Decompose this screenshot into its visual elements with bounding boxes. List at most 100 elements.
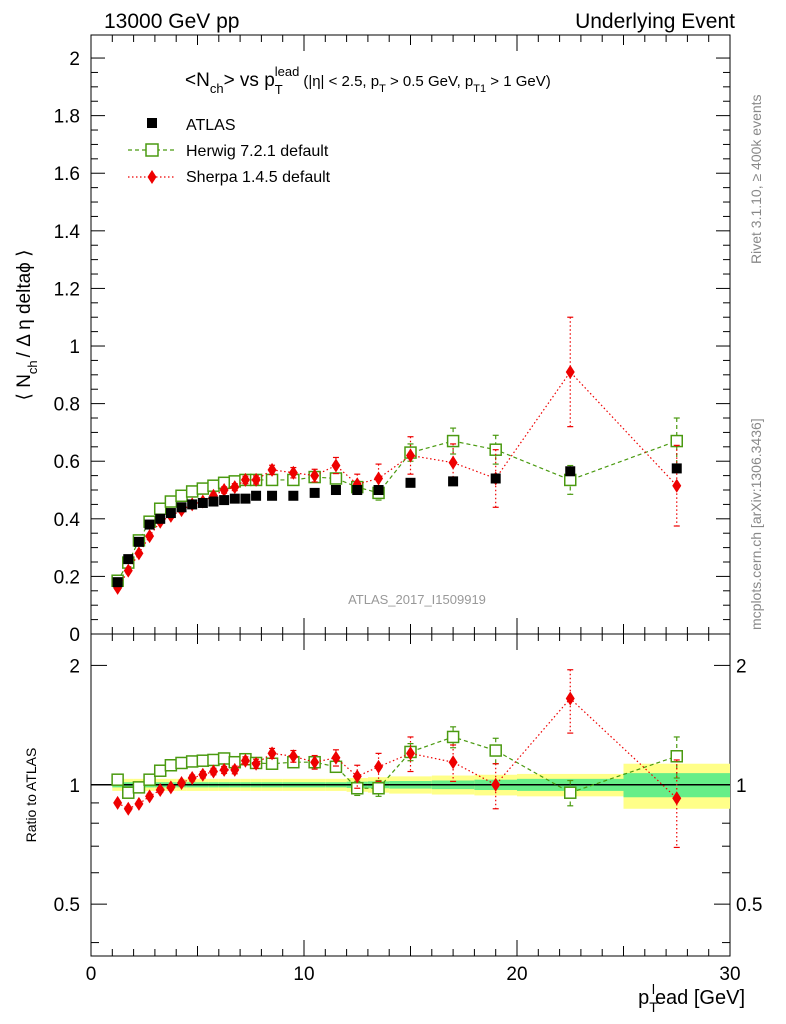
legend-item-sherpa: Sherpa 1.4.5 default	[128, 169, 331, 186]
sherpa-ratio-point	[565, 691, 575, 706]
herwig-line	[117, 440, 677, 582]
mcplots-reference-label: mcplots.cern.ch [arXiv:1306.3436]	[748, 418, 764, 630]
ratio-y-tick-label-right: 2	[736, 656, 747, 677]
herwig-ratio-point	[143, 773, 156, 786]
main-y-tick-label: 2	[69, 49, 80, 70]
herwig-ratio-point	[196, 754, 210, 767]
sherpa-ratio-point	[310, 755, 320, 770]
sherpa-point	[230, 480, 240, 495]
atlas-point	[155, 513, 166, 524]
legend-sherpa-marker	[147, 170, 157, 184]
sherpa-ratio-point	[134, 796, 144, 811]
x-tick-label: 20	[506, 964, 527, 985]
ratio-y-tick-label: 0.5	[54, 895, 80, 916]
ratio-panel-y-axis-label: Ratio to ATLAS	[23, 748, 39, 843]
sherpa-point	[145, 529, 155, 544]
sherpa-point	[672, 478, 682, 493]
herwig-point	[175, 489, 188, 503]
legend-herwig-label: Herwig 7.2.1 default	[186, 143, 329, 160]
sherpa-ratio-point	[187, 771, 197, 786]
ratio-y-tick-label: 2	[69, 656, 80, 677]
herwig-ratio-point	[175, 756, 188, 770]
atlas-point	[309, 487, 320, 498]
legend-sherpa-label: Sherpa 1.4.5 default	[186, 169, 331, 186]
main-panel-y-axis-label: ⟨ Nch/ Δ η deltaϕ ⟩	[14, 249, 40, 400]
main-panel-watermark: ATLAS_2017_I1509919	[348, 592, 486, 607]
herwig-ratio-point	[489, 744, 502, 757]
sherpa-ratio-point	[491, 777, 501, 792]
herwig-point	[185, 485, 199, 498]
sherpa-ratio-point	[267, 746, 277, 761]
atlas-point	[330, 485, 341, 496]
sherpa-point	[240, 472, 250, 487]
energy-label: 13000 GeV pp	[104, 10, 239, 33]
legend: ATLAS Herwig 7.2.1 default Sherpa 1.4.5 …	[128, 117, 331, 186]
atlas-point	[352, 485, 363, 496]
sherpa-ratio-point	[448, 755, 458, 770]
atlas-point	[165, 508, 176, 519]
atlas-point	[219, 495, 230, 506]
herwig-ratio-point	[164, 759, 178, 772]
legend-item-atlas: ATLAS	[147, 117, 236, 134]
sherpa-ratio-point	[288, 749, 298, 764]
ratio-y-tick-label-right: 1	[736, 776, 747, 797]
sherpa-point	[267, 462, 277, 477]
sherpa-point	[123, 563, 133, 578]
sherpa-ratio-point	[331, 750, 341, 765]
legend-herwig-marker	[145, 143, 159, 157]
main-y-tick-label: 1.6	[54, 164, 80, 185]
ratio-panel-axes: 0 10 20 30 0.5 0.5 1 1 2 2	[54, 634, 762, 985]
atlas-point	[240, 493, 251, 504]
atlas-point	[123, 554, 134, 565]
sherpa-point	[448, 455, 458, 470]
atlas-point	[671, 463, 682, 474]
atlas-point	[229, 493, 240, 504]
legend-item-herwig: Herwig 7.2.1 default	[128, 143, 329, 160]
atlas-point	[405, 477, 416, 488]
herwig-ratio-point	[185, 755, 199, 768]
atlas-point	[490, 473, 501, 484]
main-y-tick-label: 0.8	[54, 395, 80, 416]
analysis-category-label: Underlying Event	[575, 10, 735, 33]
herwig-ratio-point	[111, 773, 124, 786]
herwig-point	[446, 434, 460, 448]
herwig-ratio-point	[153, 764, 167, 777]
x-tick-label: 10	[293, 964, 314, 985]
main-y-tick-label: 0	[69, 625, 80, 646]
sherpa-ratio-point	[166, 780, 176, 795]
sherpa-ratio-point	[155, 783, 165, 798]
main-y-tick-label: 0.6	[54, 452, 80, 473]
sherpa-point	[374, 471, 384, 486]
sherpa-point	[565, 364, 575, 379]
sherpa-ratio-point	[374, 759, 384, 774]
main-panel-title: <Nch> vs pTlead(|η| < 2.5, pT > 0.5 GeV,…	[185, 64, 551, 97]
atlas-point	[144, 519, 155, 530]
sherpa-ratio-point	[251, 756, 261, 771]
sherpa-ratio-point	[352, 769, 362, 784]
atlas-point	[373, 485, 384, 496]
atlas-point	[112, 577, 123, 588]
atlas-point	[288, 490, 299, 501]
herwig-ratio-point	[207, 753, 220, 767]
main-y-tick-label: 0.2	[54, 567, 80, 588]
legend-atlas-marker	[147, 118, 157, 128]
herwig-ratio-point	[372, 782, 385, 795]
x-tick-label: 0	[86, 964, 97, 985]
sherpa-ratio-point	[208, 764, 218, 779]
sherpa-ratio-point	[113, 795, 123, 810]
main-y-tick-label: 1	[69, 337, 80, 358]
herwig-point	[164, 495, 178, 508]
sherpa-ratio-point	[123, 801, 133, 816]
sherpa-ratio-point	[198, 767, 208, 782]
sherpa-ratio-point	[177, 776, 187, 791]
main-y-tick-label: 1.8	[54, 107, 80, 128]
sherpa-ratio-point	[240, 753, 250, 768]
atlas-point	[187, 499, 198, 510]
x-axis-label: pTlead [GeV]	[638, 981, 745, 1015]
sherpa-point	[310, 468, 320, 483]
herwig-ratio-point	[670, 750, 683, 763]
herwig-ratio-point	[132, 781, 146, 794]
ratio-y-tick-label: 1	[69, 776, 80, 797]
herwig-point	[329, 472, 343, 485]
sherpa-point	[219, 483, 229, 498]
